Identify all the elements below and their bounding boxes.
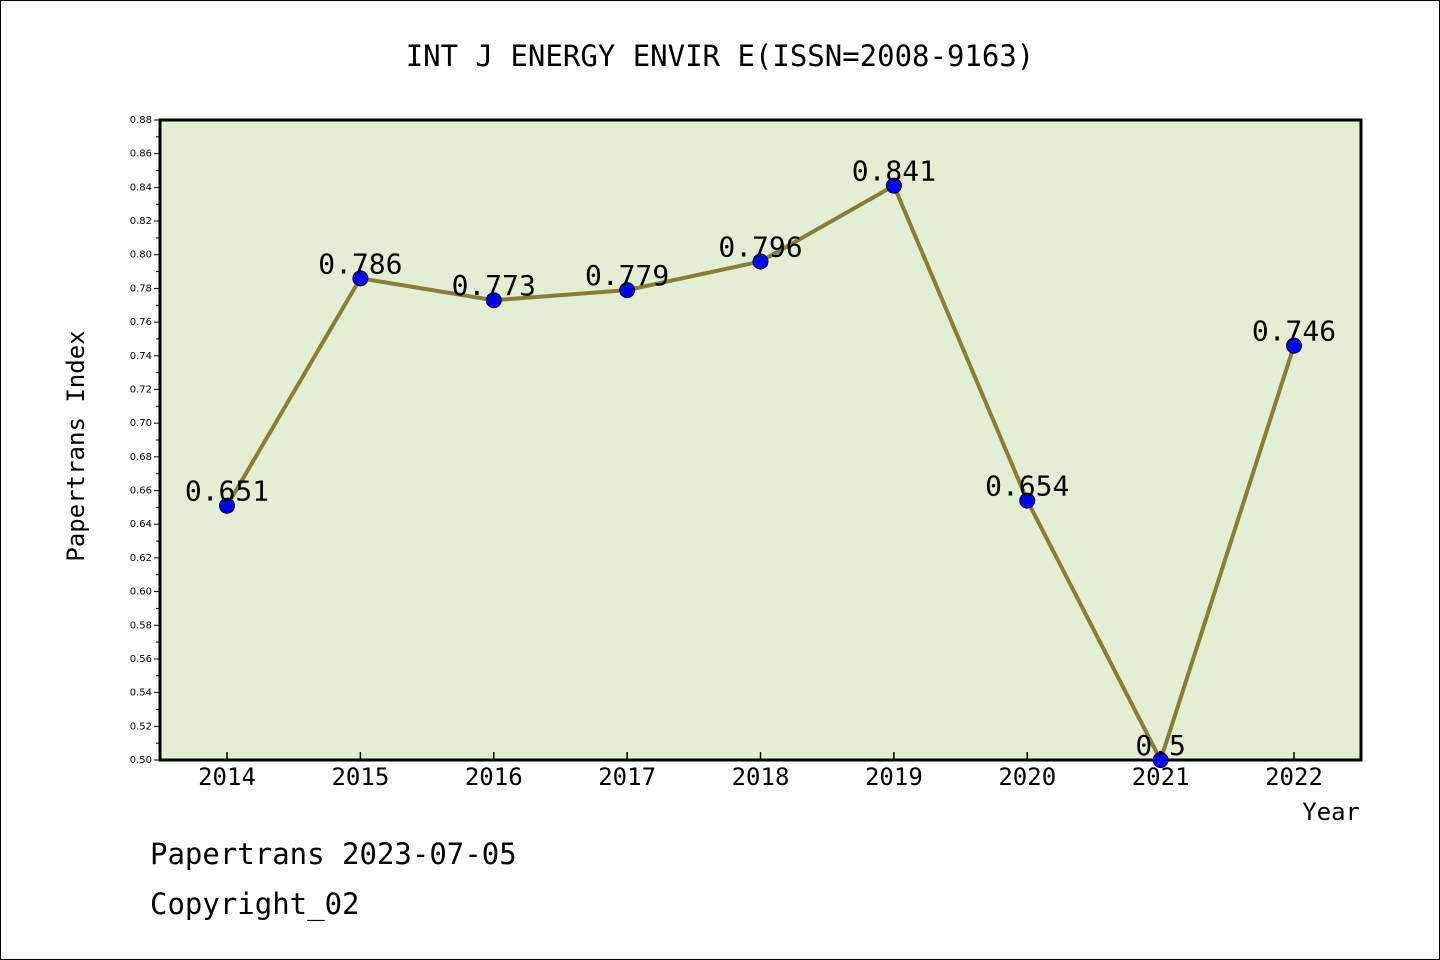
- data-label: 0.786: [318, 247, 402, 280]
- y-tick-label: 0.70: [130, 418, 152, 429]
- data-point: [1019, 492, 1036, 509]
- data-point: [352, 270, 369, 287]
- y-tick-label: 0.64: [130, 519, 152, 530]
- x-tick-label: 2015: [331, 763, 389, 791]
- footer-line-1: Papertrans 2023-07-05: [150, 837, 517, 871]
- data-point: [1286, 337, 1302, 354]
- x-axis-label: Year: [1302, 798, 1360, 826]
- y-tick-label: 0.88: [130, 115, 152, 126]
- data-point: [219, 497, 235, 514]
- y-axis-label: Papertrans Index: [62, 330, 90, 561]
- data-point: [1152, 752, 1169, 768]
- y-tick-label: 0.74: [130, 351, 152, 362]
- y-tick-label: 0.52: [130, 721, 152, 732]
- data-label: 0.796: [718, 230, 802, 263]
- data-points: [219, 177, 1302, 768]
- y-tick-label: 0.54: [130, 688, 152, 699]
- x-tick-label: 2020: [998, 763, 1056, 791]
- x-tick-label: 2022: [1265, 763, 1323, 791]
- y-tick-label: 0.62: [130, 553, 152, 564]
- y-tick-label: 0.56: [130, 654, 152, 665]
- y-tick-label: 0.86: [130, 149, 152, 160]
- data-label: 0.654: [985, 470, 1069, 503]
- y-tick-label: 0.76: [130, 317, 152, 328]
- x-tick-label: 2018: [732, 763, 790, 791]
- data-label: 0.779: [585, 259, 669, 292]
- data-label: 0.841: [852, 155, 936, 188]
- x-tick-label: 2019: [865, 763, 923, 791]
- chart-title: INT J ENERGY ENVIR E(ISSN=2008-9163): [406, 39, 1035, 73]
- y-tick-label: 0.66: [130, 486, 152, 497]
- data-point: [752, 253, 769, 270]
- data-point: [619, 282, 636, 299]
- y-tick-label: 0.50: [130, 755, 152, 766]
- y-axis: 0.50 0.52 0.54 0.56 0.58 0.60 0.62 0.64 0.66 0.68…: [130, 115, 160, 766]
- x-tick-label: 2016: [465, 763, 523, 791]
- y-tick-label: 0.84: [130, 182, 152, 193]
- y-tick-label: 0.78: [130, 283, 152, 294]
- y-tick-label: 0.80: [130, 250, 152, 261]
- x-tick-label: 2014: [198, 763, 256, 791]
- data-point: [485, 292, 502, 309]
- data-label: 0.651: [185, 475, 269, 508]
- data-label: 0.773: [452, 269, 536, 302]
- footer-line-2: Copyright_02: [150, 887, 360, 922]
- data-point: [885, 177, 902, 194]
- y-tick-label: 0.72: [130, 384, 152, 395]
- data-label: 0.746: [1252, 315, 1336, 348]
- y-tick-label: 0.68: [130, 452, 152, 463]
- data-label: 0.5: [1135, 729, 1186, 762]
- x-axis: 2014 2015 2016 2017 2018 2019 2020 2021 2022: [198, 752, 1323, 791]
- data-labels: 0.651 0.786 0.773 0.779 0.796 0.841 0.654 0.5 0.…: [185, 155, 1336, 762]
- plot-area: [158, 118, 1363, 762]
- y-tick-label: 0.82: [130, 216, 152, 227]
- y-tick-label: 0.58: [130, 620, 152, 631]
- x-tick-label: 2017: [598, 763, 656, 791]
- y-tick-label: 0.60: [130, 587, 152, 598]
